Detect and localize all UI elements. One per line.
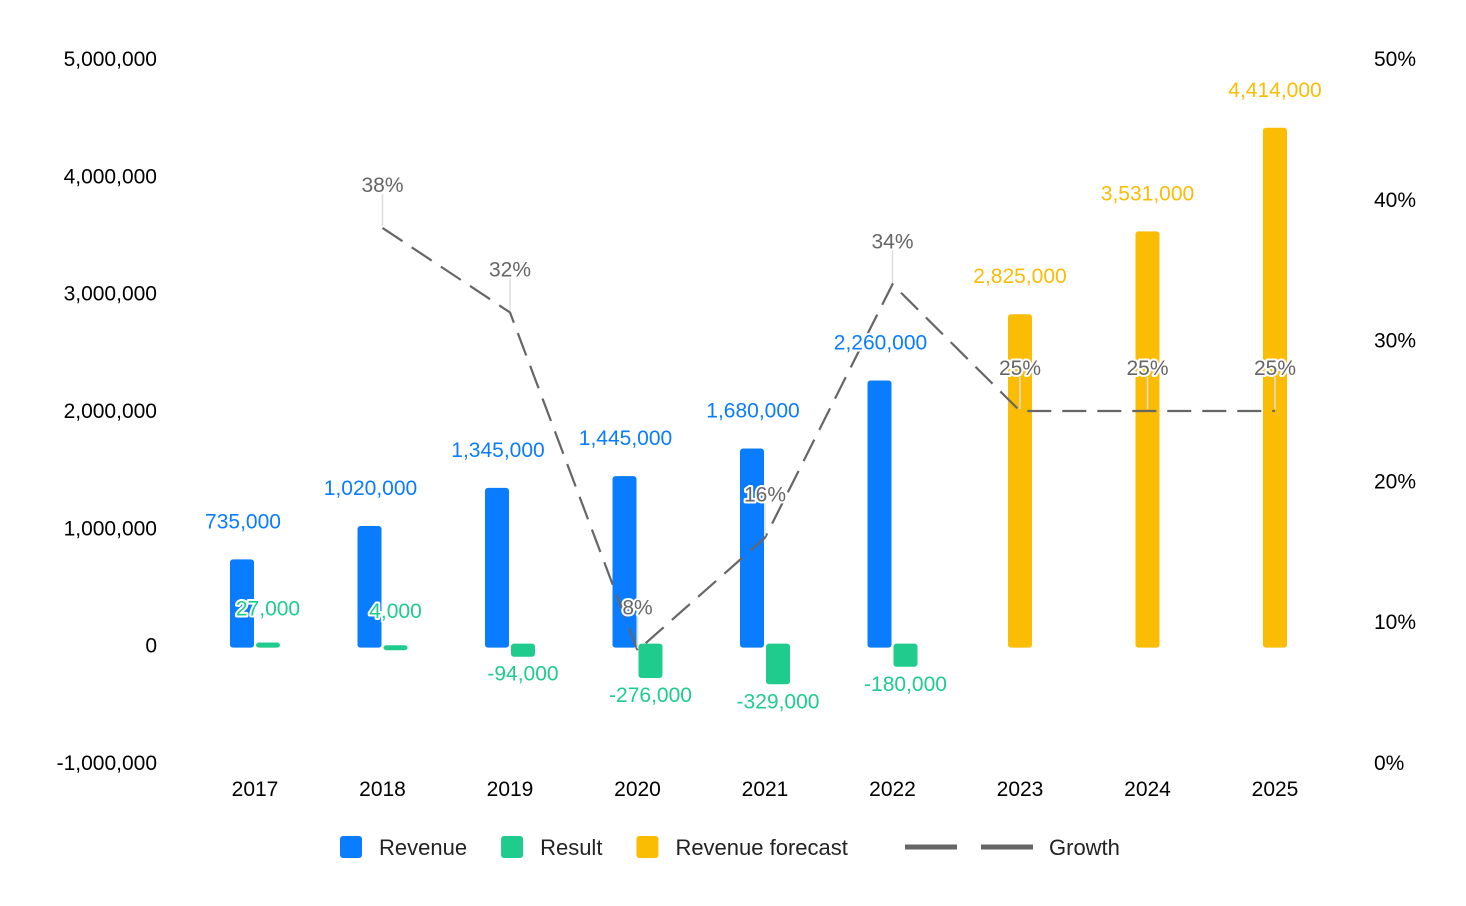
- result-bar: [638, 643, 663, 679]
- forecast-data-label: 3,531,000: [1101, 182, 1194, 205]
- revenue-data-label: 2,260,000: [834, 331, 927, 354]
- growth-data-label: 25%: [1126, 357, 1168, 380]
- result-data-label: -94,000: [487, 663, 558, 686]
- x-tick-label: 2018: [359, 778, 406, 801]
- y-left-tick-label: 1,000,000: [64, 517, 157, 540]
- legend-swatch: [340, 836, 362, 858]
- result-data-label: -180,000: [864, 673, 947, 696]
- y-right-tick-label: 30%: [1374, 330, 1416, 353]
- y-axis-right: 50% 40% 30% 20% 10% 0%: [1374, 48, 1416, 775]
- legend-swatch: [636, 836, 659, 858]
- x-tick-label: 2019: [487, 778, 534, 801]
- data-labels-layer: 735,000 27,000 1,020,000 4,000 1,345,000 -94,…: [203, 77, 1324, 716]
- y-axis-left: 5,000,000 4,000,000 3,000,000 2,000,000 1,00…: [57, 48, 157, 775]
- result-data-label: -276,000: [609, 684, 692, 707]
- legend-label: Growth: [1049, 835, 1120, 860]
- revenue-forecast-bar: [1135, 231, 1160, 648]
- growth-data-label: 38%: [361, 174, 403, 197]
- y-left-tick-label: 0: [145, 635, 157, 658]
- y-right-tick-label: 20%: [1374, 470, 1416, 493]
- forecast-data-label: 4,414,000: [1228, 79, 1321, 102]
- x-tick-label: 2024: [1124, 778, 1171, 801]
- revenue-data-label: 1,680,000: [706, 400, 799, 423]
- result-data-label: 27,000: [236, 597, 300, 620]
- y-left-tick-label: 3,000,000: [64, 283, 157, 306]
- growth-line: [381, 227, 1275, 653]
- revenue-bar: [230, 559, 254, 648]
- y-right-tick-label: 40%: [1374, 189, 1416, 212]
- revenue-data-label: 1,445,000: [579, 427, 672, 450]
- x-tick-label: 2023: [997, 778, 1044, 801]
- y-left-tick-label: 5,000,000: [64, 48, 157, 71]
- x-tick-label: 2021: [742, 778, 789, 801]
- legend: Revenue Result Revenue forecast Growth: [340, 835, 1120, 860]
- x-tick-label: 2022: [869, 778, 916, 801]
- legend-label: Revenue: [379, 835, 467, 860]
- legend-label: Result: [540, 835, 602, 860]
- x-tick-label: 2025: [1252, 778, 1299, 801]
- y-right-tick-label: 0%: [1374, 752, 1404, 775]
- x-tick-label: 2017: [232, 778, 279, 801]
- result-bar: [383, 645, 408, 651]
- result-bar: [511, 643, 535, 657]
- result-data-label: 4,000: [369, 600, 422, 623]
- y-right-tick-label: 50%: [1374, 48, 1416, 71]
- y-left-tick-label: 4,000,000: [64, 165, 157, 188]
- growth-data-label: 25%: [1254, 357, 1296, 380]
- result-bar: [766, 643, 790, 685]
- y-right-tick-label: 10%: [1374, 611, 1416, 634]
- growth-data-label: 32%: [489, 258, 531, 281]
- revenue-bar: [867, 380, 892, 648]
- revenue-bar: [485, 487, 509, 648]
- revenue-forecast-bar: [1008, 314, 1032, 648]
- growth-data-label: 34%: [871, 230, 913, 253]
- growth-line-layer: [381, 193, 1276, 653]
- x-tick-label: 2020: [614, 778, 661, 801]
- legend-swatch: [501, 836, 524, 858]
- revenue-data-label: 1,020,000: [324, 477, 417, 500]
- revenue-bar: [612, 476, 637, 648]
- growth-data-label: 25%: [999, 357, 1041, 380]
- legend-label: Revenue forecast: [675, 835, 847, 860]
- result-bar: [893, 643, 918, 667]
- revenue-data-label: 735,000: [205, 510, 281, 533]
- revenue-bar: [357, 525, 382, 648]
- x-axis: 2017 2018 2019 2020 2021 2022 2023 2024 2025: [232, 778, 1299, 801]
- y-left-tick-label: 2,000,000: [64, 400, 157, 423]
- revenue-data-label: 1,345,000: [451, 439, 544, 462]
- result-bar: [256, 642, 280, 648]
- y-left-tick-label: -1,000,000: [57, 752, 157, 775]
- growth-data-label: 16%: [744, 484, 786, 507]
- result-data-label: -329,000: [737, 690, 820, 713]
- growth-data-label: 8%: [622, 596, 652, 619]
- forecast-data-label: 2,825,000: [973, 265, 1066, 288]
